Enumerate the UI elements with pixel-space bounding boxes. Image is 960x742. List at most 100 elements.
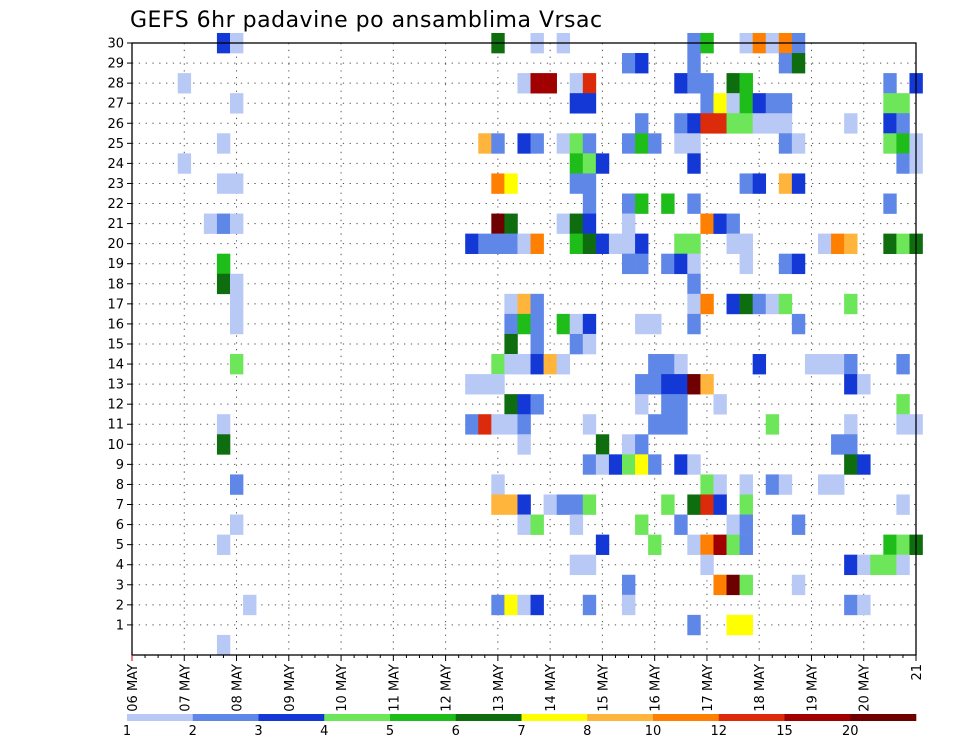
precip-cell — [216, 133, 231, 154]
x-tick-label: 08 MAY — [231, 664, 246, 712]
precip-cell — [687, 133, 701, 154]
precip-cell — [713, 93, 727, 114]
precip-cell — [883, 93, 897, 114]
scale-swatch — [521, 714, 588, 721]
precip-cell — [687, 614, 701, 636]
precip-cell — [844, 354, 858, 375]
precip-cell — [648, 354, 662, 375]
precip-cell — [582, 454, 597, 475]
precip-cell — [896, 534, 910, 555]
precip-cell — [687, 53, 701, 74]
scale-label: 7 — [517, 724, 525, 739]
precip-cell — [844, 554, 858, 576]
y-tick-label: 2 — [116, 598, 124, 613]
precip-cell — [530, 333, 544, 355]
precip-cell — [700, 73, 714, 94]
scale-swatch — [587, 714, 654, 721]
precip-cell — [778, 253, 793, 275]
precip-cell — [752, 354, 767, 375]
scale-swatch — [127, 714, 194, 721]
precip-cell — [517, 594, 531, 616]
precip-cell — [203, 213, 218, 234]
precip-cell — [752, 93, 767, 114]
precip-cell — [791, 574, 806, 596]
precip-cell — [582, 333, 597, 355]
precip-cell — [726, 614, 740, 636]
precip-cell — [543, 494, 557, 515]
precip-cell — [530, 394, 544, 415]
precip-cell — [870, 554, 884, 576]
precip-cell — [857, 594, 871, 616]
precip-cell — [661, 494, 675, 515]
precip-cell — [752, 293, 767, 315]
precip-cell — [883, 113, 897, 134]
precip-cell — [569, 153, 584, 174]
precip-cell — [582, 594, 597, 616]
precip-cell — [569, 233, 584, 254]
precip-cell — [556, 494, 571, 515]
precip-cell — [216, 173, 231, 194]
precip-cell — [687, 293, 701, 315]
x-tick-label: 15 MAY — [596, 664, 611, 712]
precip-cell — [896, 93, 910, 114]
y-tick-label: 8 — [116, 478, 124, 493]
y-axis: 1234567891011121314151617181920212223242… — [107, 37, 132, 633]
precip-cell — [778, 113, 793, 134]
precip-cell — [739, 514, 753, 535]
precip-cell — [582, 494, 597, 515]
precip-cell — [791, 253, 806, 275]
scale-label: 6 — [452, 724, 460, 739]
precip-cell — [608, 454, 623, 475]
precip-cell — [674, 73, 688, 94]
x-tick-label: 16 MAY — [649, 664, 664, 712]
precip-cell — [582, 213, 597, 234]
precip-cell — [739, 474, 753, 495]
scale-label: 2 — [189, 724, 197, 739]
precip-cell — [582, 193, 597, 214]
precip-cell — [778, 53, 793, 74]
precip-cell — [818, 354, 832, 375]
precip-cell — [622, 233, 636, 254]
precip-cell — [635, 313, 649, 335]
precip-cell — [491, 374, 505, 395]
precip-cell — [504, 313, 518, 335]
precip-cell — [896, 153, 910, 174]
precip-cell — [674, 133, 688, 154]
precip-cell — [517, 233, 531, 254]
precip-cell — [582, 153, 597, 174]
y-tick-label: 11 — [107, 418, 124, 433]
precip-cell — [831, 233, 845, 254]
y-tick-label: 24 — [107, 157, 124, 172]
precip-cell — [230, 93, 244, 114]
precip-cell — [635, 253, 649, 275]
scale-label: 3 — [254, 724, 262, 739]
y-tick-label: 1 — [116, 618, 124, 633]
precip-cell — [530, 514, 544, 535]
precip-cell — [517, 73, 531, 94]
precip-cell — [622, 454, 636, 475]
precip-cell — [635, 514, 649, 535]
precip-cell — [517, 354, 531, 375]
precip-cell — [700, 293, 714, 315]
precip-cell — [791, 313, 806, 335]
precip-cell — [230, 273, 244, 295]
precip-cell — [739, 534, 753, 555]
y-tick-label: 28 — [107, 77, 124, 92]
scale-swatch — [653, 714, 720, 721]
precip-cell — [530, 354, 544, 375]
y-tick-label: 22 — [107, 197, 124, 212]
precip-cell — [831, 354, 845, 375]
precip-cell — [778, 93, 793, 114]
precip-cell — [517, 414, 531, 435]
scale-swatch — [390, 714, 457, 721]
precip-cell — [622, 574, 636, 596]
precip-cell — [778, 293, 793, 315]
precip-cell — [726, 213, 740, 234]
precip-cell — [661, 414, 675, 435]
precip-cell — [465, 233, 479, 254]
precip-cell — [216, 253, 231, 275]
precip-cell — [543, 354, 557, 375]
precip-cell — [230, 514, 244, 535]
scale-swatch — [192, 714, 259, 721]
precip-cell — [739, 253, 753, 275]
